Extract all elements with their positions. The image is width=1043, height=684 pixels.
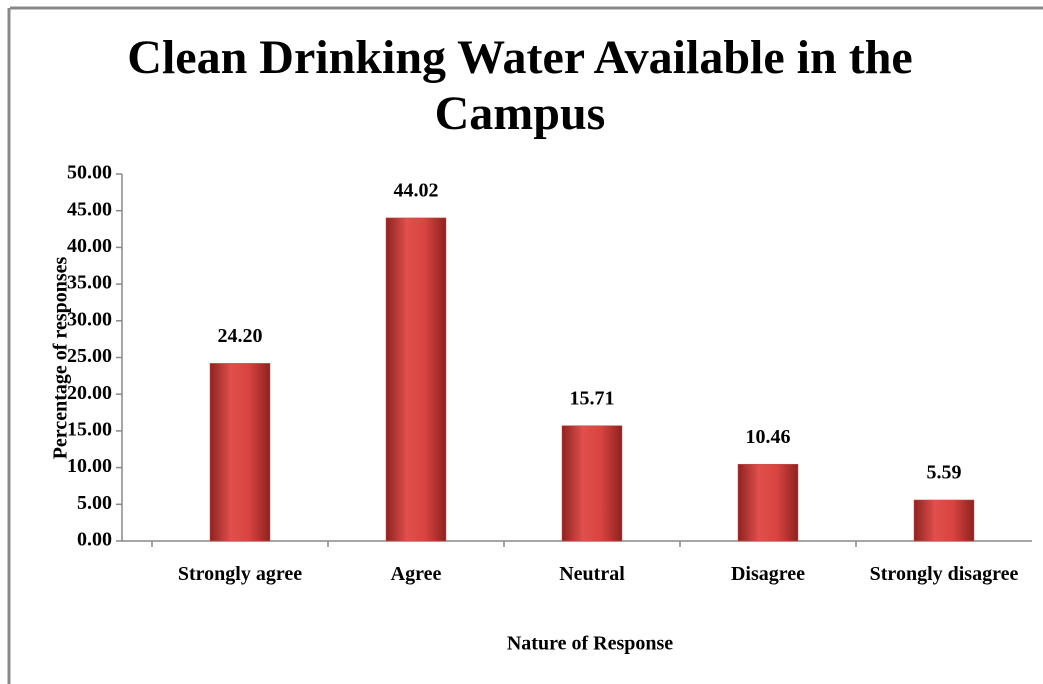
y-axis-label: Percentage of responses <box>50 257 72 460</box>
y-tick-label: 30.00 <box>67 308 112 330</box>
y-tick-label: 20.00 <box>67 382 112 404</box>
x-tick-label: Strongly agree <box>177 563 303 585</box>
y-tick-label: 50.00 <box>67 162 112 184</box>
data-label: 5.59 <box>927 462 962 484</box>
x-tick-label: Disagree <box>730 563 806 585</box>
data-label: 24.20 <box>218 325 263 347</box>
y-tick-label: 45.00 <box>67 198 112 220</box>
y-tick-label: 40.00 <box>67 235 112 257</box>
y-tick-label: 0.00 <box>77 529 112 551</box>
bar <box>385 217 447 542</box>
y-tick-label: 10.00 <box>67 455 112 477</box>
bar <box>737 463 799 542</box>
x-axis-label: Nature of Response <box>507 633 673 655</box>
data-label: 44.02 <box>394 179 439 201</box>
data-label: 15.71 <box>570 387 615 409</box>
data-label: 10.46 <box>746 426 791 448</box>
x-tick-label: Agree <box>390 563 442 585</box>
bar <box>209 363 271 542</box>
x-tick-label: Neutral <box>559 563 625 585</box>
bar <box>561 425 623 542</box>
bar <box>913 499 975 542</box>
chart-title: Clean Drinking Water Available in the Ca… <box>127 31 913 140</box>
y-tick-label: 25.00 <box>67 345 112 367</box>
y-tick-label: 35.00 <box>67 272 112 294</box>
x-tick-label: Strongly disagree <box>869 563 1019 585</box>
y-tick-label: 5.00 <box>77 492 112 514</box>
y-tick-label: 15.00 <box>67 418 112 440</box>
